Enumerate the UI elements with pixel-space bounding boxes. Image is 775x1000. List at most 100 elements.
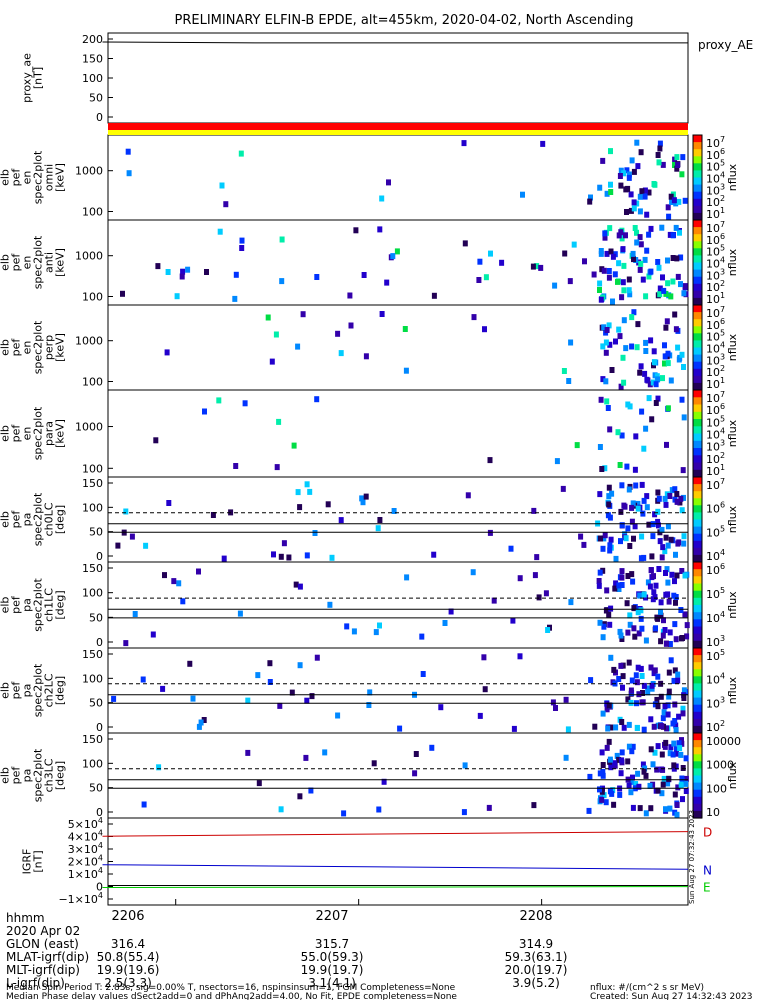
heatmap-cell (682, 283, 688, 290)
colorbar-tick-label: 106 (706, 147, 725, 162)
heatmap-cell (314, 654, 320, 661)
heatmap-cell (646, 231, 652, 238)
ephemeris-labels: hhmm 2020 Apr 02 GLON (east) MLAT-igrf(d… (6, 911, 89, 990)
heatmap-cell (674, 165, 680, 172)
heatmap-cell (634, 239, 640, 246)
colorbar-tick-label: 105 (706, 524, 725, 539)
colorbar-tick-label: 104 (706, 427, 725, 442)
heatmap-cell (605, 725, 611, 732)
heatmap-cell (675, 540, 681, 547)
heatmap-cell (281, 540, 287, 547)
heatmap-cell (363, 493, 369, 500)
heatmap-cell (648, 716, 654, 723)
colorbar-segment (693, 411, 702, 416)
heatmap-cell (681, 533, 687, 540)
y-axis-label: pa (21, 684, 34, 698)
heatmap-cell (635, 505, 641, 512)
colorbar-tick-label: 102 (706, 719, 725, 734)
heatmap-cell (622, 503, 628, 510)
heatmap-cell (637, 369, 643, 376)
heatmap-cell (278, 553, 284, 560)
colorbar-segment (693, 283, 702, 288)
heatmap-cell (431, 551, 437, 558)
colorbar-segment (693, 305, 702, 310)
heatmap-cell (657, 145, 663, 152)
heatmap-cell (629, 748, 635, 755)
colorbar-segment (693, 142, 702, 147)
heatmap-cell (674, 746, 679, 753)
heatmap-cell (609, 790, 615, 797)
heatmap-cell (634, 139, 640, 146)
colorbar-segment (693, 458, 702, 464)
heatmap-cell (647, 782, 653, 789)
heatmap-cell (600, 343, 606, 350)
heatmap-cell (673, 727, 679, 733)
colorbar-tick-label: 104 (706, 341, 725, 356)
colorbar-segment (693, 512, 702, 517)
colorbar-segment (693, 701, 702, 706)
heatmap-cell (672, 718, 678, 724)
heatmap-cell (568, 599, 574, 606)
series-line (102, 886, 689, 888)
colorbar-segment (693, 390, 702, 395)
heatmap-cell (628, 789, 634, 796)
heatmap-cell (683, 780, 689, 787)
heatmap-cell (196, 568, 201, 575)
heatmap-cell (630, 804, 636, 811)
heatmap-cell (563, 754, 569, 761)
colorbar-segment (693, 782, 702, 787)
colorbar-segment (693, 508, 702, 513)
y-tick-label: 1000 (75, 335, 103, 348)
mlt-value: 20.0(19.7) (505, 963, 568, 977)
colorbar-segment (693, 662, 702, 667)
heatmap-cell (645, 579, 651, 586)
colorbar-segment (693, 237, 702, 242)
y-tick-label: 100 (82, 462, 103, 475)
colorbar-segment (693, 718, 702, 723)
heatmap-cell (322, 749, 328, 756)
heatmap-cell (670, 232, 676, 239)
heatmap-cell (673, 200, 679, 207)
colorbar-segment (693, 554, 702, 559)
heatmap-cell (338, 350, 344, 357)
y-axis-label: [deg] (54, 676, 67, 705)
heatmap-cell (673, 224, 679, 231)
heatmap-cell (255, 672, 261, 679)
heatmap-cell (618, 632, 624, 639)
y-axis-label: elb (0, 169, 12, 186)
y-axis-label: ch3LC (43, 758, 56, 792)
colorbar-segment (693, 484, 702, 489)
series-line (102, 864, 689, 870)
heatmap-cell (384, 279, 390, 286)
heatmap-cell (616, 756, 622, 763)
heatmap-cell (656, 566, 662, 572)
heatmap-cell (476, 277, 482, 283)
heatmap-cell (650, 533, 656, 540)
footer-units: nflux: #/(cm^2 s sr MeV) (590, 983, 704, 993)
heatmap-cell (638, 149, 644, 156)
heatmap-cell (652, 511, 658, 518)
heatmap-cell (517, 575, 523, 582)
heatmap-cell (303, 754, 309, 761)
heatmap-cell (641, 445, 647, 452)
heatmap-cell (412, 770, 418, 777)
heatmap-cell (631, 205, 637, 212)
y-tick-label: 150 (82, 733, 103, 746)
heatmap-cell (660, 632, 666, 639)
heatmap-cell (681, 687, 687, 694)
colorbar-segment (693, 466, 702, 471)
heatmap-cell (550, 699, 556, 706)
heatmap-cell (623, 232, 628, 239)
colorbar-segment (693, 315, 702, 320)
colorbar-segment (693, 347, 702, 352)
heatmap-cell (629, 571, 635, 578)
heatmap-cell (461, 809, 467, 816)
colorbar-segment (693, 789, 702, 794)
heatmap-cell (633, 672, 639, 679)
colorbar-tick-label: 101 (706, 291, 725, 306)
heatmap-cell (608, 248, 614, 255)
colorbar-segment (693, 665, 702, 670)
y-axis-label: pef (10, 168, 23, 187)
heatmap-cell (676, 198, 682, 205)
heatmap-cell (626, 782, 632, 789)
